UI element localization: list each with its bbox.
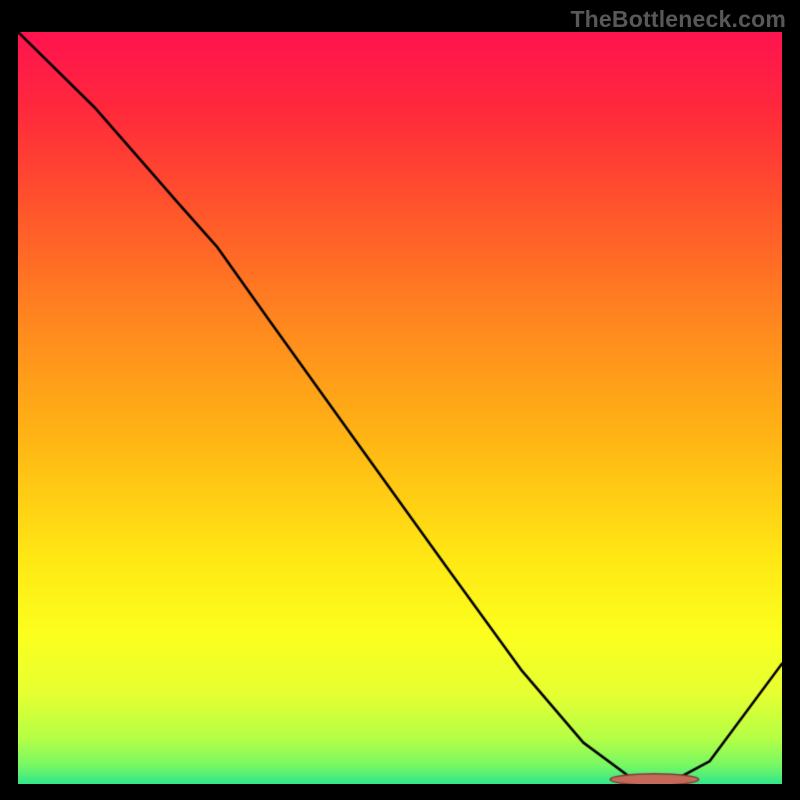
plot-area xyxy=(18,32,782,784)
watermark-text: TheBottleneck.com xyxy=(570,6,786,33)
chart-line xyxy=(18,32,782,784)
chart-container: TheBottleneck.com xyxy=(0,0,800,800)
